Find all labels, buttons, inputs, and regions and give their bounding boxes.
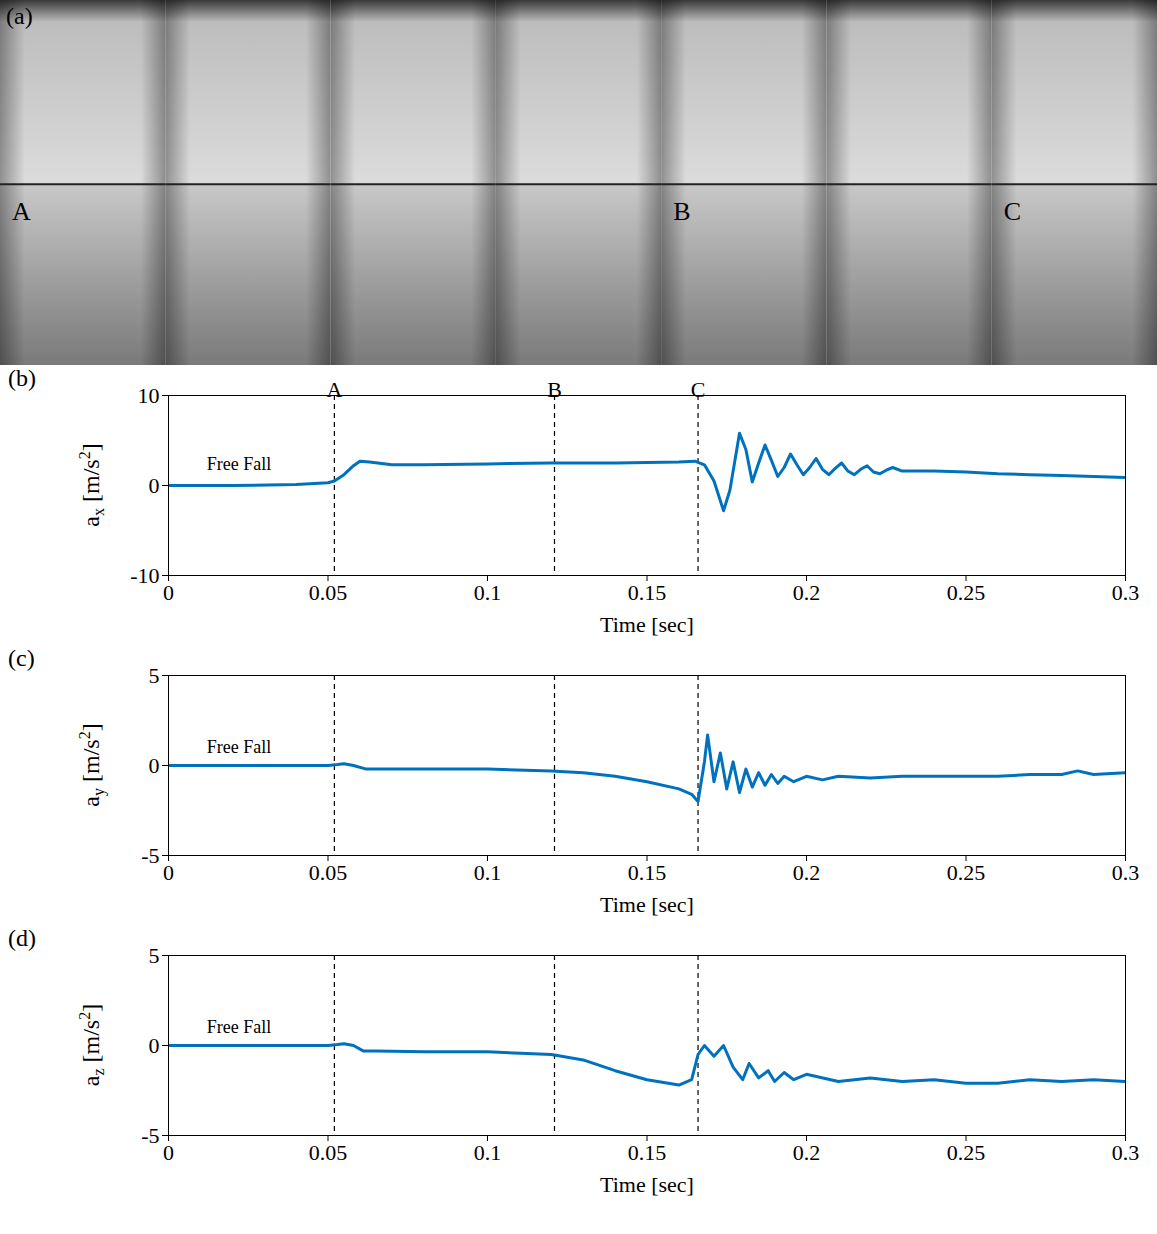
- svg-text:0.15: 0.15: [628, 1140, 667, 1165]
- svg-text:0: 0: [149, 1033, 160, 1058]
- html-text:2: 2: [75, 1011, 93, 1020]
- html-text:a: a: [77, 1075, 104, 1087]
- html-text:z: z: [90, 1068, 108, 1076]
- svg-text:A: A: [326, 377, 342, 402]
- svg-text:0.3: 0.3: [1112, 580, 1140, 605]
- svg-text:(a): (a): [6, 3, 33, 29]
- html-text:[m/s: [m/s: [77, 1019, 104, 1069]
- svg-text:10: 10: [138, 383, 160, 408]
- html-text:2: 2: [75, 731, 93, 740]
- html-text:(c): (c): [8, 645, 35, 671]
- svg-text:-5: -5: [141, 843, 159, 868]
- svg-text:5: 5: [149, 663, 160, 688]
- html-text:a: a: [77, 516, 104, 527]
- svg-text:0.15: 0.15: [628, 580, 667, 605]
- svg-text:-10: -10: [130, 563, 159, 588]
- svg-text:0: 0: [163, 860, 174, 885]
- svg-text:0: 0: [163, 580, 174, 605]
- html-text:(d): (d): [8, 925, 36, 951]
- svg-text:Free Fall: Free Fall: [207, 454, 272, 474]
- html-text:[m/s: [m/s: [77, 459, 104, 508]
- svg-text:-5: -5: [141, 1123, 159, 1148]
- html-text:a: a: [77, 796, 104, 807]
- html-text:2: 2: [75, 451, 93, 460]
- svg-text:0.2: 0.2: [793, 1140, 821, 1165]
- svg-text:Time [sec]: Time [sec]: [600, 1172, 694, 1197]
- svg-text:0.05: 0.05: [309, 860, 348, 885]
- svg-text:0.25: 0.25: [947, 580, 986, 605]
- svg-text:B: B: [673, 197, 690, 226]
- html-text:(b): (b): [8, 365, 36, 391]
- svg-text:0.3: 0.3: [1112, 1140, 1140, 1165]
- svg-text:0.1: 0.1: [474, 1140, 502, 1165]
- html-text:y: y: [90, 788, 108, 796]
- svg-text:C: C: [691, 377, 706, 402]
- svg-text:5: 5: [149, 943, 160, 968]
- svg-text:C: C: [1004, 197, 1021, 226]
- svg-text:A: A: [12, 197, 31, 226]
- svg-text:0.15: 0.15: [628, 860, 667, 885]
- svg-text:Free Fall: Free Fall: [207, 1017, 272, 1037]
- svg-text:0.25: 0.25: [947, 860, 986, 885]
- svg-text:B: B: [547, 377, 562, 402]
- html-text:[m/s: [m/s: [77, 739, 104, 788]
- svg-text:Free Fall: Free Fall: [207, 737, 272, 757]
- svg-text:0.2: 0.2: [793, 580, 821, 605]
- svg-text:0.1: 0.1: [474, 860, 502, 885]
- svg-text:0.3: 0.3: [1112, 860, 1140, 885]
- svg-text:0.05: 0.05: [309, 1140, 348, 1165]
- svg-text:0.25: 0.25: [947, 1140, 986, 1165]
- svg-text:0.1: 0.1: [474, 580, 502, 605]
- svg-text:0: 0: [149, 753, 160, 778]
- svg-text:Time [sec]: Time [sec]: [600, 892, 694, 917]
- svg-text:0.05: 0.05: [309, 580, 348, 605]
- svg-text:Time [sec]: Time [sec]: [600, 612, 694, 637]
- svg-text:0: 0: [163, 1140, 174, 1165]
- html-text:x: x: [90, 508, 108, 516]
- svg-text:0: 0: [149, 473, 160, 498]
- svg-text:0.2: 0.2: [793, 860, 821, 885]
